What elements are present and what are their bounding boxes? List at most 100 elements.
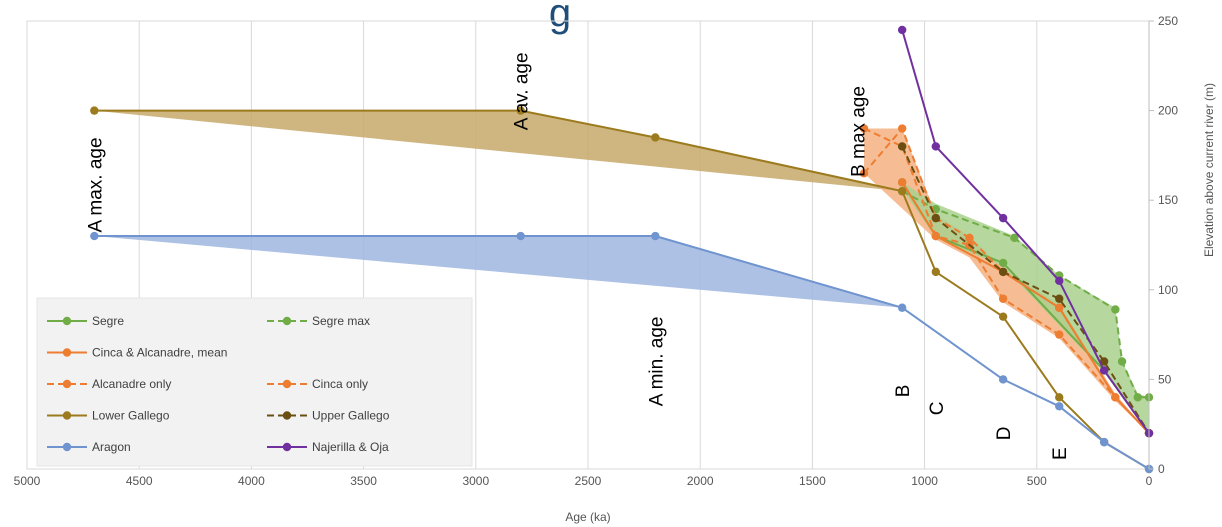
x-tick-label: 4000	[238, 474, 265, 488]
x-tick-label: 5000	[14, 474, 41, 488]
series-point	[1055, 294, 1064, 303]
series-point	[998, 267, 1008, 277]
y-tick-label: 200	[1158, 104, 1178, 118]
band-layer	[94, 110, 1149, 434]
series-line	[863, 127, 1150, 434]
legend-swatch-marker	[282, 411, 292, 420]
uncertainty-band	[902, 182, 1149, 434]
legend-box	[36, 297, 473, 467]
series-point	[897, 124, 907, 133]
series-point	[897, 25, 907, 35]
series-line	[863, 127, 1150, 434]
series-point	[897, 187, 907, 196]
x-tick-label: 2500	[575, 474, 602, 488]
legend-swatch-marker	[62, 379, 72, 389]
series-line	[901, 190, 1149, 399]
uncertainty-band	[94, 236, 903, 308]
y-tick-label: 250	[1158, 14, 1178, 28]
annotation-label: A av. age	[512, 52, 533, 130]
legend-label: Najerilla & Oja	[312, 440, 389, 454]
x-tick-label: 2000	[687, 474, 714, 488]
series-point	[897, 303, 907, 312]
title-layer: g	[549, 0, 571, 35]
series-point	[1055, 393, 1064, 402]
annotation-label: A min. age	[646, 317, 667, 407]
x-tick-label: 4500	[126, 474, 153, 488]
legend-swatch-marker	[62, 411, 72, 420]
legend-label: Lower Gallego	[92, 409, 170, 423]
x-tick-label: 3000	[462, 474, 489, 488]
series-point	[965, 233, 974, 243]
x-tick-label: 500	[1027, 474, 1047, 488]
series-point	[651, 231, 660, 241]
legend-swatch-marker	[62, 348, 72, 357]
series-point	[1010, 233, 1019, 243]
series-point	[90, 231, 99, 241]
annotation-label: C	[927, 401, 948, 415]
legend: Segre Segre max Cinca & Alcanadre, mean Alc…	[36, 297, 473, 467]
legend-swatch-marker	[62, 442, 72, 452]
series-point	[1111, 393, 1120, 402]
y-tick-label: 150	[1158, 193, 1178, 207]
legend-swatch-marker	[282, 442, 292, 452]
series-point	[998, 312, 1008, 321]
series-point	[1055, 303, 1064, 312]
series-point	[1099, 357, 1109, 366]
legend-label: Cinca only	[312, 377, 368, 391]
series-point	[931, 267, 941, 277]
annotation-label: D	[994, 427, 1015, 441]
annotation-label: A max. age	[85, 137, 106, 232]
uncertainty-band	[864, 128, 1149, 434]
legend-label: Upper Gallego	[312, 409, 390, 423]
series-point	[931, 142, 941, 151]
series-point	[931, 231, 941, 241]
legend-swatch-marker	[282, 379, 292, 389]
legend-swatch-marker	[62, 316, 72, 326]
annotation-label: B	[893, 385, 914, 398]
uncertainty-band	[94, 110, 903, 192]
y-tick-label: 100	[1158, 283, 1178, 297]
legend-label: Cinca & Alcanadre, mean	[92, 346, 227, 360]
series-point	[1055, 402, 1064, 411]
series-line	[901, 29, 1150, 434]
y-axis-label: Elevation above current river (m)	[1202, 83, 1216, 257]
series-point	[859, 169, 869, 178]
series-point	[998, 294, 1008, 303]
y-tick-label: 0	[1158, 462, 1165, 476]
series-line	[94, 235, 1150, 470]
series-point	[998, 213, 1008, 223]
series-point	[998, 258, 1008, 268]
series-point	[859, 124, 869, 133]
legend-label: Segre max	[312, 314, 370, 328]
series-point	[1055, 330, 1064, 339]
x-axis-label: Age (ka)	[565, 510, 610, 524]
series-point	[516, 106, 525, 115]
legend-label: Aragon	[92, 440, 131, 454]
series-point	[897, 178, 907, 187]
annotation-label: E	[1050, 447, 1071, 460]
x-tick-label: 1500	[799, 474, 826, 488]
series-point	[1117, 357, 1127, 366]
legend-label: Alcanadre only	[92, 377, 171, 391]
series-point	[516, 231, 525, 241]
series-point	[998, 375, 1008, 384]
chart-title-fragment: g	[549, 0, 571, 35]
series-point	[931, 213, 941, 223]
series-point	[651, 133, 660, 142]
x-tick-label: 3500	[350, 474, 377, 488]
x-tick-label: 1000	[911, 474, 938, 488]
y-tick-label: 50	[1158, 372, 1172, 386]
series-point	[1099, 437, 1109, 447]
series-point	[1099, 366, 1109, 375]
annotation-label: B max age	[848, 86, 869, 177]
series-point	[1111, 305, 1120, 314]
series-point	[90, 106, 99, 115]
series-point	[1055, 276, 1064, 286]
axis-layer: 5000 4500 4000 3500 3000 2500 2000 1500 1000 500 0…	[14, 14, 1179, 488]
series-point	[897, 142, 907, 151]
series-point	[1133, 393, 1142, 402]
legend-label: Segre	[92, 314, 124, 328]
x-tick-label: 0	[1146, 474, 1153, 488]
legend-swatch-marker	[282, 316, 292, 326]
